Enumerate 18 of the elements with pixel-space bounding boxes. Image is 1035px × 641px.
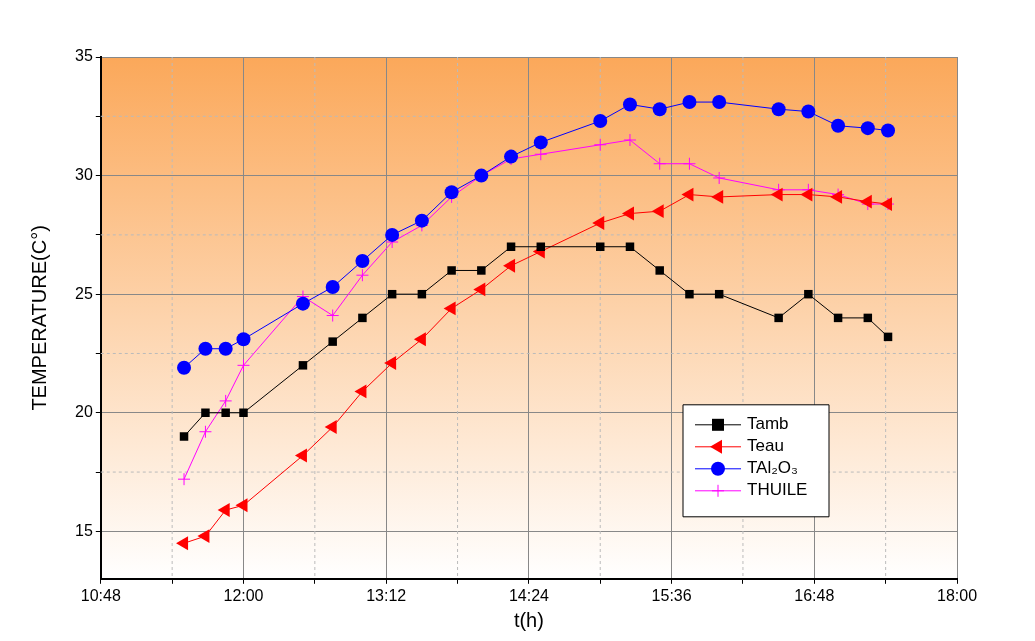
x-axis-title: t(h) [513, 608, 544, 631]
legend-label: THUILE [747, 480, 808, 500]
y-tick-label: 20 [75, 403, 93, 421]
y-tick-label: 30 [75, 166, 93, 183]
x-tick-label: 12:00 [223, 586, 264, 604]
y-tick-label: 15 [75, 521, 93, 539]
x-tick-label: 14:24 [508, 586, 550, 604]
x-tick-label: 10:48 [80, 586, 121, 604]
x-tick-label: 16:48 [794, 586, 835, 604]
y-axis-title: TEMPERATURE(C°) [27, 225, 50, 411]
y-tick-label: 35 [75, 47, 93, 65]
legend-label: Teau [747, 436, 784, 456]
x-tick-label: 15:36 [651, 586, 692, 604]
legend-label: Tamb [747, 414, 789, 434]
x-tick-label: 18:00 [936, 586, 978, 604]
legend-label: TAl₂O₃ [747, 458, 798, 478]
y-tick-label: 25 [75, 284, 93, 302]
x-tick-label: 13:12 [366, 586, 407, 604]
